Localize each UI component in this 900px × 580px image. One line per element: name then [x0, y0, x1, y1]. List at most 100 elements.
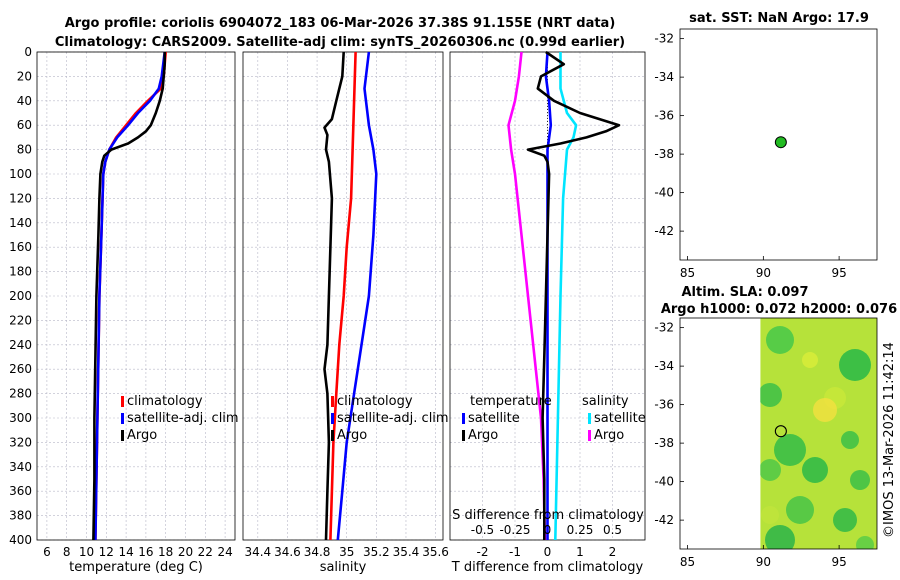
- satellite-adj-clim-legend-swatch: [331, 413, 334, 424]
- climatology-legend-swatch: [121, 396, 124, 407]
- argo-float-marker: [774, 425, 787, 438]
- sla-map-panel: Altim. SLA: 0.097 Argo h1000: 0.072 h2000…: [654, 285, 897, 569]
- lon-tick-label: 85: [680, 555, 695, 569]
- sla-map-title-2: Argo h1000: 0.072 h2000: 0.076: [661, 302, 897, 317]
- lat-tick-label: -40: [654, 186, 674, 200]
- imos-stamp: ©IMOS 13-Mar-2026 11:42:14: [882, 342, 897, 538]
- lat-tick-label: -42: [654, 224, 674, 238]
- heatmap-cell: [774, 434, 806, 466]
- x-tick-label: 1: [576, 545, 584, 559]
- argo-line: [92, 52, 166, 541]
- satellite-adj-clim-legend-label: satellite-adj. clim: [337, 411, 449, 426]
- temperature-argo-legend-swatch: [462, 430, 465, 441]
- argo-legend-swatch: [121, 430, 124, 441]
- heatmap-cell: [856, 536, 874, 549]
- lon-tick-label: 90: [756, 555, 771, 569]
- temperature-satellite-legend-label: satellite: [468, 411, 520, 426]
- salinity-diff-tick-label: -0.25: [499, 523, 530, 537]
- climatology-legend-label: climatology: [337, 394, 413, 409]
- satellite-adj-clim-legend-label: satellite-adj. clim: [127, 411, 239, 426]
- title-line-2: Climatology: CARS2009. Satellite-adj cli…: [55, 35, 625, 50]
- heatmap-cell: [833, 508, 857, 532]
- lon-tick-label: 95: [831, 266, 846, 280]
- temperature-satellite-diff-line: [544, 51, 553, 540]
- lat-tick-label: -32: [654, 321, 674, 335]
- argo-legend-label: Argo: [127, 428, 157, 443]
- x-tick-label: 18: [158, 545, 173, 559]
- salinity-diff-tick-label: 0.25: [567, 523, 594, 537]
- heatmap-cell: [760, 459, 781, 481]
- heatmap-cell: [765, 525, 795, 549]
- salinity-satellite-diff-line: [554, 52, 578, 541]
- salinity-argo-diff-line: [507, 51, 547, 541]
- y-tick-label: 100: [9, 167, 32, 181]
- x-axis-label: salinity: [320, 560, 367, 575]
- x-axis-label: T difference from climatology: [451, 560, 644, 575]
- x-tick-label: -2: [477, 545, 489, 559]
- x-tick-label: 10: [79, 545, 94, 559]
- argo-line: [323, 51, 345, 541]
- temperature-legend-heading: temperature: [470, 394, 552, 409]
- y-tick-label: 280: [9, 387, 32, 401]
- climatology-legend-label: climatology: [127, 394, 203, 409]
- x-tick-label: 34.8: [304, 545, 331, 559]
- temperature-panel: 0 20 40 60 80 100 120 140 160 180 200 220 240 260 280 3…: [9, 45, 239, 575]
- lat-tick-label: -38: [654, 147, 674, 161]
- y-tick-label: 260: [9, 362, 32, 376]
- x-axis-label: temperature (deg C): [69, 560, 203, 575]
- x-tick-label: 16: [138, 545, 153, 559]
- difference-panel: -2 -1 0 1 2T difference from climatology temp…: [449, 50, 646, 575]
- heatmap-cell: [839, 349, 871, 381]
- lat-tick-label: -34: [654, 359, 674, 373]
- salinity-argo-legend-swatch: [588, 430, 591, 441]
- y-tick-label: 340: [9, 460, 32, 474]
- y-tick-label: 320: [9, 435, 32, 449]
- heatmap-cell: [761, 506, 779, 524]
- x-tick-label: 34.6: [274, 545, 301, 559]
- argo-legend-label: Argo: [337, 428, 367, 443]
- salinity-satellite-legend-swatch: [588, 413, 591, 424]
- y-tick-label: 180: [9, 265, 32, 279]
- heatmap-cell: [786, 496, 814, 524]
- sst-map-panel: sat. SST: NaN Argo: 17.9 -42 -40 -38 -36 -34 -…: [654, 11, 878, 280]
- argo-legend-swatch: [331, 430, 334, 441]
- x-tick-label: 6: [43, 545, 51, 559]
- x-tick-label: 0: [544, 545, 552, 559]
- heatmap-cell: [766, 326, 794, 354]
- y-tick-label: 20: [17, 69, 32, 83]
- x-tick-label: 2: [609, 545, 617, 559]
- y-tick-label: 80: [17, 143, 32, 157]
- salinity-diff-tick-label: 0.5: [603, 523, 622, 537]
- y-tick-label: 160: [9, 240, 32, 254]
- sst-map-title: sat. SST: NaN Argo: 17.9: [689, 11, 869, 26]
- salinity-diff-tick-label: -0.5: [471, 523, 494, 537]
- y-tick-label: 380: [9, 509, 32, 523]
- heatmap-cell: [813, 398, 837, 422]
- climatology-line: [329, 51, 357, 541]
- x-tick-label: 34.4: [244, 545, 271, 559]
- climatology-legend-swatch: [331, 396, 334, 407]
- x-tick-label: 14: [118, 545, 133, 559]
- x-tick-label: 24: [217, 545, 232, 559]
- x-tick-label: 20: [178, 545, 193, 559]
- y-tick-label: 400: [9, 533, 32, 547]
- title-line-1: Argo profile: coriolis 6904072_183 06-Ma…: [65, 16, 616, 31]
- x-tick-label: 35.2: [363, 545, 390, 559]
- salinity-diff-axis-label: S difference from climatology: [452, 508, 644, 523]
- lat-tick-label: -32: [654, 32, 674, 46]
- x-tick-label: 35: [339, 545, 354, 559]
- lon-tick-label: 90: [756, 266, 771, 280]
- lat-tick-label: -40: [654, 475, 674, 489]
- map-frame: [679, 317, 878, 550]
- salinity-panel: 34.4 34.6 34.8 35 35.2 35.4 35.6 salinity climat…: [242, 51, 449, 575]
- lat-tick-label: -36: [654, 398, 674, 412]
- argo-float-marker: [774, 136, 787, 149]
- x-tick-label: 35.6: [422, 545, 449, 559]
- x-tick-label: 35.4: [393, 545, 420, 559]
- salinity-legend-heading: salinity: [582, 394, 629, 409]
- y-tick-label: 300: [9, 411, 32, 425]
- y-tick-label: 0: [24, 45, 32, 59]
- sla-map-title-1: Altim. SLA: 0.097: [682, 285, 809, 300]
- lon-tick-label: 95: [831, 555, 846, 569]
